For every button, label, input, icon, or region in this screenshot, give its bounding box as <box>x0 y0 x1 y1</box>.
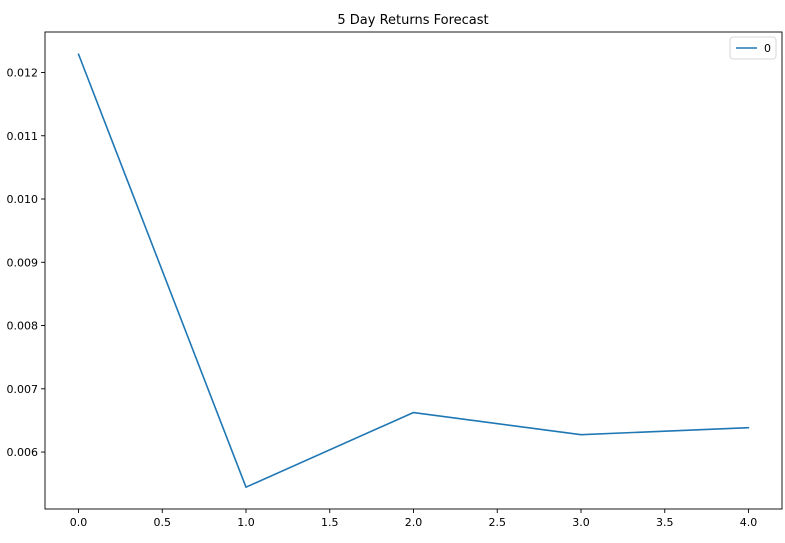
x-tick-label: 0.0 <box>70 516 88 529</box>
plot-frame <box>44 31 783 510</box>
series-layer <box>77 53 750 488</box>
y-tick-label: 0.007 <box>7 383 39 396</box>
y-tick-label: 0.008 <box>7 320 39 333</box>
x-tick-label: 2.0 <box>405 516 423 529</box>
x-tick-label: 3.5 <box>656 516 674 529</box>
legend-label-series-0: 0 <box>764 42 771 55</box>
y-tick-label: 0.012 <box>7 66 39 79</box>
x-tick-label: 3.0 <box>572 516 590 529</box>
axis-ticks: 0.0 0.5 1.0 1.5 2.0 2.5 3.0 3.5 4.0 0.006 0.007 0.0… <box>7 66 758 529</box>
y-tick-label: 0.010 <box>7 193 39 206</box>
y-tick-label: 0.011 <box>7 130 39 143</box>
legend: 0 <box>729 36 777 60</box>
chart-title: 5 Day Returns Forecast <box>337 13 488 28</box>
series-line-0 <box>77 53 750 488</box>
y-tick-label: 0.009 <box>7 256 39 269</box>
x-tick-label: 0.5 <box>154 516 172 529</box>
x-tick-label: 1.5 <box>321 516 339 529</box>
y-tick-label: 0.006 <box>7 446 39 459</box>
x-tick-label: 1.0 <box>237 516 255 529</box>
x-tick-label: 2.5 <box>489 516 507 529</box>
x-tick-label: 4.0 <box>740 516 758 529</box>
